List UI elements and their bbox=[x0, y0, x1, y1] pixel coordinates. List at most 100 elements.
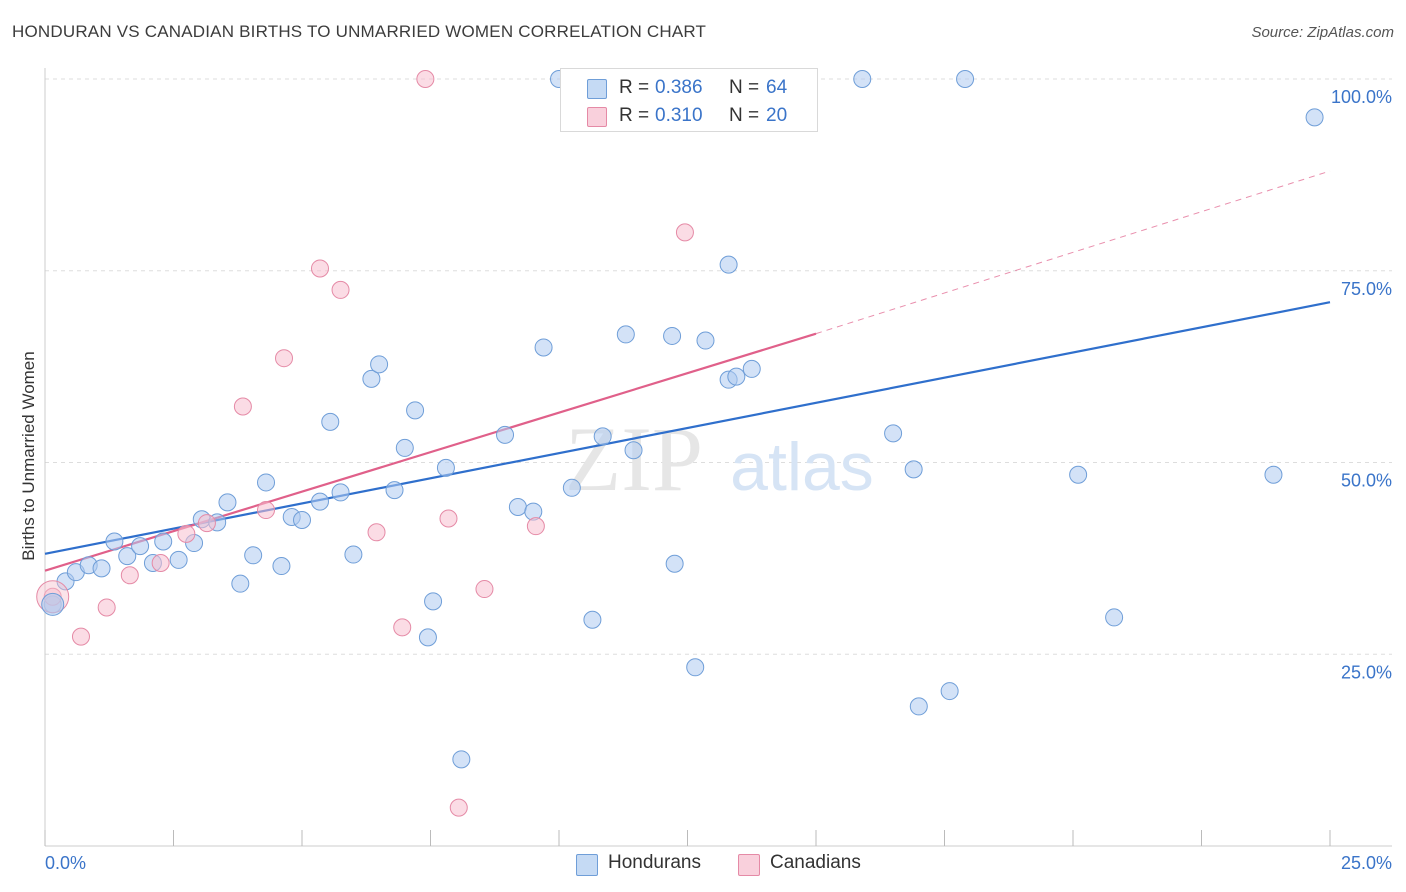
honduran-point bbox=[331, 483, 350, 502]
honduran-point bbox=[884, 424, 903, 443]
honduran-point bbox=[321, 412, 340, 431]
honduran-point bbox=[956, 70, 975, 88]
honduran-point bbox=[370, 355, 389, 374]
honduran-point bbox=[1105, 608, 1124, 627]
legend-row-canadians: R = 0.310 N = 20 bbox=[561, 101, 817, 131]
chart-title: HONDURAN VS CANADIAN BIRTHS TO UNMARRIED… bbox=[12, 22, 707, 41]
honduran-point bbox=[1264, 465, 1283, 484]
source-label: Source: ZipAtlas.com bbox=[1251, 24, 1394, 41]
watermark-atlas: atlas bbox=[730, 429, 874, 505]
y-tick-label: 100.0% bbox=[1331, 87, 1392, 107]
canadian-point bbox=[526, 517, 545, 536]
honduran-point bbox=[395, 438, 414, 457]
canadian-point bbox=[151, 553, 170, 572]
honduran-point bbox=[696, 331, 715, 350]
honduran-point bbox=[92, 559, 111, 578]
canadians-label: Canadians bbox=[770, 852, 861, 873]
canadian-point bbox=[177, 524, 196, 543]
canadian-point bbox=[71, 627, 90, 646]
honduran-point bbox=[310, 492, 329, 511]
series-legend: Hondurans Canadians bbox=[0, 852, 1406, 878]
honduran-point bbox=[909, 697, 928, 716]
legend-r-value: 0.386 bbox=[655, 77, 703, 98]
honduran-point bbox=[616, 325, 635, 344]
legend-r-label: R = bbox=[619, 105, 650, 126]
honduran-point bbox=[436, 458, 455, 477]
y-tick-label: 25.0% bbox=[1341, 662, 1392, 682]
legend-n-value: 20 bbox=[766, 105, 788, 126]
honduran-point bbox=[1069, 465, 1088, 484]
legend-n-label: N = bbox=[729, 105, 760, 126]
canadians-swatch bbox=[738, 854, 760, 876]
canadian-point bbox=[257, 501, 276, 520]
honduran-point bbox=[727, 367, 746, 386]
honduran-point bbox=[406, 401, 425, 420]
honduran-point bbox=[940, 682, 959, 701]
grid-layer bbox=[45, 78, 1392, 655]
canadian-point bbox=[439, 509, 458, 528]
y-axis-label: Births to Unmarried Women bbox=[19, 351, 38, 560]
honduran-point bbox=[424, 592, 443, 611]
x-tick-label: 25.0% bbox=[1341, 853, 1392, 873]
honduran-point bbox=[452, 750, 471, 769]
honduran-point bbox=[231, 574, 250, 593]
honduran-point bbox=[385, 481, 404, 500]
honduran-point bbox=[624, 441, 643, 460]
points-layer bbox=[36, 70, 1324, 817]
honduran-point bbox=[686, 658, 705, 677]
honduran-point bbox=[218, 493, 237, 512]
honduran-point bbox=[853, 70, 872, 88]
honduran-point bbox=[118, 547, 137, 566]
honduran-point bbox=[1305, 108, 1324, 127]
honduran-point bbox=[665, 554, 684, 573]
canadian-point bbox=[675, 223, 694, 242]
legend-swatch-blue bbox=[587, 79, 607, 99]
honduran-point bbox=[534, 338, 553, 357]
correlation-legend: R = 0.386 N = 64 R = 0.310 N = 20 bbox=[560, 68, 818, 132]
honduran-point bbox=[272, 557, 291, 576]
honduran-point bbox=[362, 369, 381, 388]
y-tick-label: 50.0% bbox=[1341, 471, 1392, 491]
canadian-point bbox=[475, 580, 494, 599]
honduran-point bbox=[583, 610, 602, 629]
honduran-point bbox=[742, 359, 761, 378]
legend-n-value: 64 bbox=[766, 77, 788, 98]
honduran-point bbox=[105, 532, 124, 551]
honduran-point bbox=[418, 628, 437, 647]
legend-n-label: N = bbox=[729, 77, 760, 98]
honduran-point bbox=[257, 473, 276, 492]
hondurans-swatch bbox=[576, 854, 598, 876]
canadian-trendline bbox=[44, 332, 817, 572]
canadian-point bbox=[275, 349, 294, 368]
legend-row-hondurans: R = 0.386 N = 64 bbox=[561, 73, 817, 103]
honduran-point bbox=[593, 427, 612, 446]
y-tick-label: 75.0% bbox=[1341, 279, 1392, 299]
canadian-point bbox=[310, 259, 329, 278]
watermark: ZIP atlas bbox=[565, 408, 874, 510]
canadian-point bbox=[449, 798, 468, 817]
canadian-point bbox=[197, 514, 216, 533]
honduran-point bbox=[562, 478, 581, 497]
canadian-point bbox=[416, 70, 435, 88]
honduran-point bbox=[154, 532, 173, 551]
axis-layer: 25.0% 50.0% 75.0% 100.0% 0.0% 25.0% bbox=[44, 68, 1392, 873]
legend-swatch-pink bbox=[587, 107, 607, 127]
canadian-trendline-extension bbox=[815, 170, 1331, 335]
honduran-point bbox=[131, 537, 150, 556]
honduran-point bbox=[508, 497, 527, 516]
canadian-point bbox=[97, 598, 116, 617]
canadian-point bbox=[120, 566, 139, 585]
canadian-point bbox=[393, 618, 412, 637]
hondurans-label: Hondurans bbox=[608, 852, 701, 873]
honduran-trendline bbox=[44, 301, 1331, 555]
honduran-point-large bbox=[41, 592, 65, 616]
honduran-point bbox=[344, 545, 363, 564]
canadian-point bbox=[233, 397, 252, 416]
legend-r-value: 0.310 bbox=[655, 105, 703, 126]
honduran-point bbox=[169, 550, 188, 569]
honduran-point bbox=[496, 425, 515, 444]
canadian-point bbox=[367, 523, 386, 542]
honduran-point bbox=[293, 511, 311, 530]
legend-r-label: R = bbox=[619, 77, 650, 98]
